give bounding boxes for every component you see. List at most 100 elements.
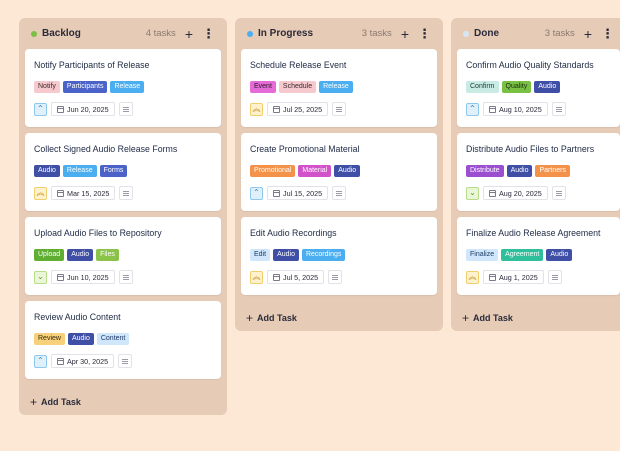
task-tag: Event [250, 81, 276, 93]
task-tag: Quality [501, 81, 532, 93]
calendar-icon [489, 105, 496, 113]
column-title: In Progress [258, 28, 314, 39]
column-menu-kebab-icon[interactable]: ⋮ [202, 26, 215, 41]
column-status-dot-icon [463, 30, 469, 37]
task-meta-row: ︽ Jul 25, 2025 [250, 102, 428, 116]
task-tag: Audio [273, 249, 299, 261]
task-card[interactable]: Create Promotional Material Promotional Ma… [241, 133, 437, 211]
task-card[interactable]: Confirm Audio Quality Standards Confirm Qu… [457, 49, 620, 127]
task-meta-row: ⌃ Jul 15, 2025 [250, 186, 428, 200]
description-lines-icon[interactable] [118, 270, 133, 284]
add-task-button[interactable]: + Add Task [457, 301, 620, 335]
calendar-icon [57, 357, 64, 365]
double-chevron-up-icon[interactable]: ︽ [34, 186, 47, 200]
chevron-up-icon[interactable]: ⌃ [250, 186, 263, 200]
description-lines-icon[interactable] [332, 186, 347, 200]
task-tag: Upload [34, 249, 65, 261]
calendar-icon [57, 189, 64, 197]
column-task-count: 3 tasks [544, 28, 575, 39]
task-tag: Partners [535, 165, 570, 177]
column-header: Backlog 4 tasks + ⋮ [25, 18, 221, 49]
task-tag: Forms [99, 165, 128, 177]
task-card-title: Finalize Audio Release Agreement [466, 228, 601, 238]
due-date-text: Mar 15, 2025 [67, 188, 110, 198]
due-date-chip[interactable]: Apr 30, 2025 [51, 354, 115, 368]
task-card-title: Upload Audio Files to Repository [34, 228, 162, 238]
description-lines-icon[interactable] [551, 186, 566, 200]
due-date-chip[interactable]: Jun 10, 2025 [51, 270, 115, 284]
task-meta-row: ︽ Mar 15, 2025 [34, 186, 212, 200]
task-meta-row: ⌃ Aug 10, 2025 [466, 102, 611, 116]
add-card-plus-icon[interactable]: + [400, 25, 409, 42]
due-date-chip[interactable]: Aug 10, 2025 [483, 102, 548, 116]
due-date-text: Jul 15, 2025 [283, 188, 323, 198]
task-tag: Release [319, 81, 353, 93]
column-menu-kebab-icon[interactable]: ⋮ [418, 26, 431, 41]
description-lines-icon[interactable] [332, 102, 347, 116]
column-header: Done 3 tasks + ⋮ [457, 18, 620, 49]
due-date-chip[interactable]: Jul 15, 2025 [267, 186, 329, 200]
column-in-progress: In Progress 3 tasks + ⋮ Schedule Release Eve… [235, 18, 443, 331]
double-chevron-up-icon[interactable]: ︽ [250, 270, 263, 284]
task-tag: Audio [67, 249, 94, 261]
due-date-chip[interactable]: Jul 5, 2025 [267, 270, 325, 284]
task-tags: Confirm Quality Audio [466, 81, 611, 93]
task-tag: Participants [62, 81, 108, 93]
task-card[interactable]: Schedule Release Event Event Schedule Relea… [241, 49, 437, 127]
double-chevron-up-icon[interactable]: ︽ [250, 102, 263, 116]
description-lines-icon[interactable] [328, 270, 343, 284]
task-card[interactable]: Review Audio Content Review Audio Content ⌃ A… [25, 301, 221, 379]
task-tags: Upload Audio Files [34, 249, 212, 261]
description-lines-icon[interactable] [551, 102, 566, 116]
due-date-text: Aug 20, 2025 [499, 188, 542, 198]
task-tag: Audio [334, 165, 361, 177]
task-tag: Audio [506, 165, 533, 177]
due-date-text: Jun 20, 2025 [67, 104, 109, 114]
due-date-text: Jul 5, 2025 [283, 272, 319, 282]
add-card-plus-icon[interactable]: + [583, 25, 592, 42]
due-date-chip[interactable]: Jun 20, 2025 [51, 102, 115, 116]
chevron-up-icon[interactable]: ⌃ [466, 102, 479, 116]
description-lines-icon[interactable] [118, 354, 133, 368]
chevron-up-icon[interactable]: ⌃ [34, 102, 47, 116]
double-chevron-up-icon[interactable]: ︽ [466, 270, 479, 284]
add-card-plus-icon[interactable]: + [184, 25, 193, 42]
chevron-down-icon[interactable]: ⌄ [34, 270, 47, 284]
calendar-icon [489, 189, 496, 197]
column-menu-kebab-icon[interactable]: ⋮ [601, 26, 614, 41]
task-card[interactable]: Upload Audio Files to Repository Upload Au… [25, 217, 221, 295]
due-date-chip[interactable]: Aug 1, 2025 [483, 270, 544, 284]
description-lines-icon[interactable] [547, 270, 562, 284]
task-card-title: Notify Participants of Release [34, 60, 150, 70]
task-card[interactable]: Distribute Audio Files to Partners Distri… [457, 133, 620, 211]
task-tags: Distribute Audio Partners [466, 165, 611, 177]
task-tag: Release [62, 165, 97, 177]
task-card[interactable]: Collect Signed Audio Release Forms Audio R… [25, 133, 221, 211]
task-tags: Audio Release Forms [34, 165, 212, 177]
due-date-chip[interactable]: Jul 25, 2025 [267, 102, 329, 116]
task-card[interactable]: Notify Participants of Release Notify Part… [25, 49, 221, 127]
description-lines-icon[interactable] [119, 186, 134, 200]
task-card-title: Distribute Audio Files to Partners [466, 144, 595, 154]
chevron-up-icon[interactable]: ⌃ [34, 354, 47, 368]
task-card[interactable]: Edit Audio Recordings Edit Audio Recordings… [241, 217, 437, 295]
task-tag: Promotional [250, 165, 296, 177]
calendar-icon [57, 105, 64, 113]
column-task-count: 4 tasks [145, 28, 176, 39]
due-date-chip[interactable]: Mar 15, 2025 [51, 186, 116, 200]
add-task-button[interactable]: + Add Task [25, 385, 221, 419]
due-date-chip[interactable]: Aug 20, 2025 [483, 186, 548, 200]
calendar-icon [57, 273, 64, 281]
task-meta-row: ⌃ Apr 30, 2025 [34, 354, 212, 368]
add-task-button[interactable]: + Add Task [241, 301, 437, 335]
calendar-icon [273, 189, 280, 197]
due-date-text: Aug 1, 2025 [499, 272, 538, 282]
column-header: In Progress 3 tasks + ⋮ [241, 18, 437, 49]
task-card[interactable]: Finalize Audio Release Agreement Finalize… [457, 217, 620, 295]
task-tag: Review [34, 333, 65, 345]
add-task-label: Add Task [473, 313, 513, 323]
task-meta-row: ⌃ Jun 20, 2025 [34, 102, 212, 116]
description-lines-icon[interactable] [118, 102, 133, 116]
chevron-down-icon[interactable]: ⌄ [466, 186, 479, 200]
add-task-label: Add Task [41, 397, 81, 407]
